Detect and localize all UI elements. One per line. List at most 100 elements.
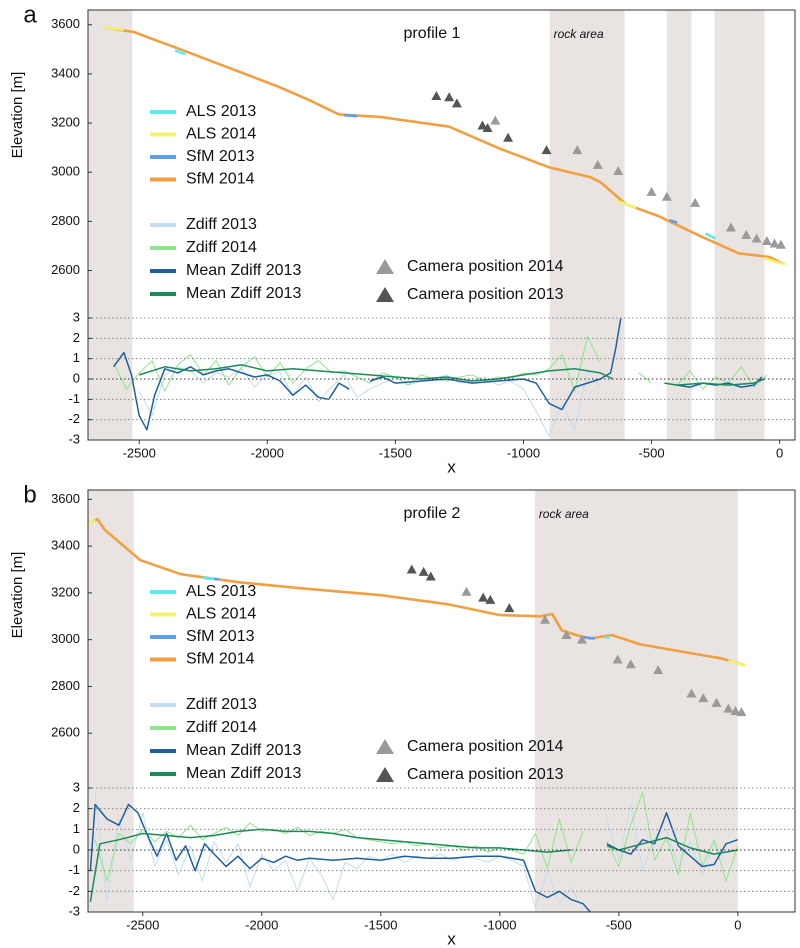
camera-marker	[690, 197, 701, 207]
camera-marker	[730, 706, 741, 716]
x-tick-label: -500	[606, 917, 632, 932]
y-tick-label: 3600	[51, 491, 80, 506]
y2-tick-label: 2	[73, 800, 80, 815]
x-tick-label: -500	[639, 445, 665, 460]
y2-tick-label: -2	[68, 411, 80, 426]
legend-marker	[376, 259, 394, 274]
panel-label: a	[23, 1, 37, 28]
y2-tick-label: 1	[73, 350, 80, 365]
y-axis-label: Elevation [m]	[9, 72, 26, 159]
legend-label: ALS 2014	[186, 606, 256, 623]
legend-label: ALS 2013	[186, 103, 256, 120]
x-tick-label: -1500	[379, 445, 412, 460]
camera-marker	[646, 186, 657, 196]
x-tick-label: -2000	[245, 917, 278, 932]
rock-area-band	[714, 10, 765, 440]
y-axis-label: Elevation [m]	[9, 552, 26, 639]
camera-marker	[653, 665, 664, 675]
camera-marker	[485, 594, 496, 604]
profile-line	[202, 576, 610, 640]
legend-label: Mean Zdiff 2013	[186, 742, 301, 759]
legend-label: Mean Zdiff 2013	[186, 765, 301, 782]
y2-tick-label: 0	[73, 841, 80, 856]
profile-line	[88, 519, 746, 667]
camera-marker	[561, 630, 572, 639]
camera-marker	[625, 659, 636, 669]
x-tick-label: -1000	[507, 445, 540, 460]
chart-title: profile 2	[404, 505, 461, 522]
legend-label: Mean Zdiff 2013	[186, 285, 301, 302]
legend-label: Camera position 2013	[407, 766, 564, 783]
plot-area	[88, 10, 786, 440]
x-axis-label: x	[447, 929, 456, 948]
legend-label: Zdiff 2014	[186, 719, 257, 736]
y-tick-label: 2600	[51, 725, 80, 740]
mean-line	[112, 317, 763, 431]
plot-frame	[87, 489, 796, 913]
rock-area-band	[549, 10, 625, 440]
legend-marker	[376, 767, 394, 782]
camera-marker	[406, 564, 417, 574]
legend-marker	[376, 287, 394, 302]
camera-marker	[661, 191, 672, 201]
y2-tick-label: 1	[73, 821, 80, 836]
y-tick-label: 3400	[51, 538, 80, 553]
y-tick-label: 2600	[51, 262, 80, 277]
camera-marker	[698, 693, 709, 703]
chart-title: profile 1	[404, 25, 461, 42]
camera-marker	[761, 236, 772, 246]
plot-frame	[87, 9, 796, 441]
camera-marker	[541, 145, 552, 155]
y-tick-label: 3200	[51, 114, 80, 129]
legend-label: Camera position 2014	[407, 258, 564, 275]
profile-line	[174, 49, 717, 240]
legend-label: Zdiff 2014	[186, 239, 257, 256]
camera-marker	[723, 703, 734, 713]
rock-area-label: rock area	[539, 507, 589, 521]
camera-marker	[540, 614, 551, 624]
panel-label: b	[23, 481, 36, 508]
camera-marker	[490, 115, 501, 125]
mean-line	[138, 364, 765, 386]
camera-marker	[504, 603, 515, 613]
profile-line	[103, 25, 786, 266]
x-tick-label: -1500	[364, 917, 397, 932]
camera-marker	[751, 233, 762, 243]
y2-tick-label: 2	[73, 330, 80, 345]
camera-marker	[741, 229, 752, 239]
y2-tick-label: 0	[73, 370, 80, 385]
camera-marker	[451, 98, 462, 108]
camera-marker	[482, 122, 493, 132]
y-tick-label: 2800	[51, 678, 80, 693]
legend-label: ALS 2013	[186, 583, 256, 600]
x-tick-label: -2000	[251, 445, 284, 460]
mean-line	[89, 828, 739, 902]
legend-label: SfM 2013	[186, 148, 255, 165]
x-axis-label: x	[447, 457, 456, 476]
camera-marker	[444, 92, 455, 102]
profile-line	[88, 517, 746, 667]
rock-area-band	[88, 10, 133, 440]
x-tick-label: 0	[734, 917, 741, 932]
camera-marker	[478, 592, 489, 602]
y-tick-label: 3600	[51, 16, 80, 31]
camera-marker	[592, 159, 603, 169]
camera-marker	[431, 91, 442, 101]
y2-tick-label: -1	[68, 862, 80, 877]
legend-label: SfM 2014	[186, 171, 255, 188]
legend-label: Camera position 2014	[407, 738, 564, 755]
camera-marker	[769, 238, 780, 248]
camera-marker	[775, 239, 786, 249]
legend-label: Mean Zdiff 2013	[186, 262, 301, 279]
camera-marker	[418, 566, 429, 576]
y-tick-label: 3000	[51, 164, 80, 179]
camera-marker	[576, 634, 587, 644]
camera-marker	[686, 688, 697, 698]
y2-tick-label: -1	[68, 391, 80, 406]
x-tick-label: 0	[776, 445, 783, 460]
y-tick-label: 2800	[51, 213, 80, 228]
camera-marker	[503, 132, 514, 142]
